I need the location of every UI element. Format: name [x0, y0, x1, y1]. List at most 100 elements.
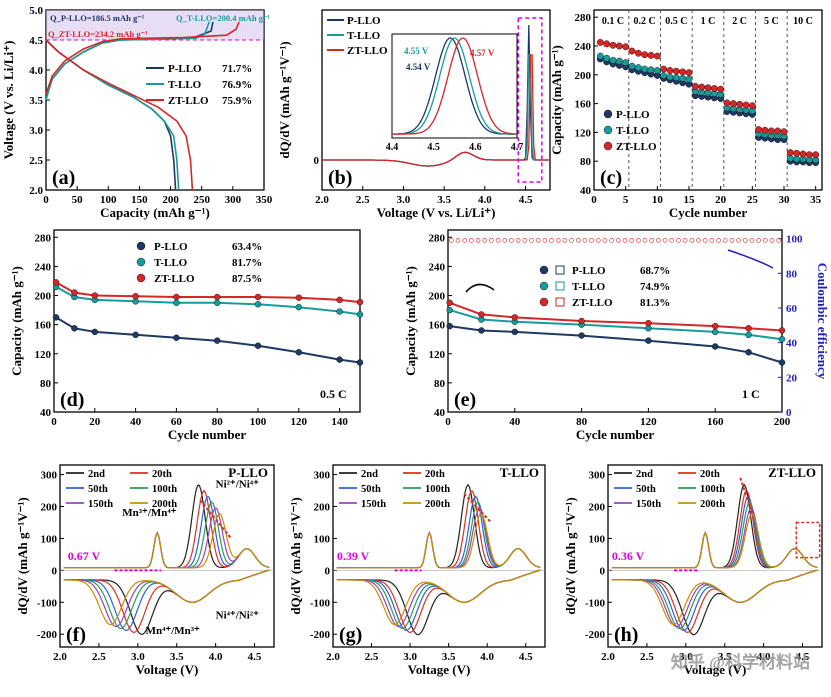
data-point — [609, 41, 617, 49]
data-point — [446, 299, 453, 306]
legend-marker — [539, 297, 549, 307]
ce-point — [616, 238, 621, 243]
chart-title: ZT-LLO — [768, 465, 816, 480]
data-point — [91, 292, 99, 299]
x-tick-label: 0 — [591, 194, 597, 206]
legend-label: 150th — [636, 499, 661, 510]
data-point — [628, 62, 636, 70]
data-point — [698, 83, 706, 91]
data-point — [622, 59, 630, 66]
y-tick-label: -100 — [585, 597, 606, 609]
y-tick-label: -200 — [37, 629, 58, 641]
data-point — [712, 322, 719, 330]
x-tick-label: 2.0 — [601, 651, 615, 663]
legend-label: 100th — [425, 484, 450, 495]
panel-label: (f) — [66, 624, 86, 646]
x-tick-label: 4.0 — [757, 651, 771, 663]
annotation: Q_ZT-LLO=234.2 mAh g⁻¹ — [48, 29, 148, 39]
peak-label: 4.54 V — [406, 62, 431, 72]
legend-label: T-LLO — [168, 79, 202, 91]
y-tick-label: 240 — [35, 261, 52, 273]
x-tick-label: 200 — [162, 194, 179, 206]
legend-label: T-LLO — [572, 281, 606, 293]
y-tick-label: -200 — [310, 629, 331, 641]
ce-point — [542, 238, 548, 243]
data-point — [596, 52, 604, 60]
trend-arrow — [463, 493, 492, 524]
y-tick-label: 200 — [429, 291, 446, 303]
discharge-curve — [611, 569, 818, 632]
data-point — [336, 356, 343, 363]
chart-d: 0 20 40 60 80 100 120 140 40 80 120 160 200 240 280 Cyc… — [9, 229, 364, 442]
y-tick-label: 3.5 — [29, 95, 43, 107]
x-tick-label: 140 — [331, 416, 348, 428]
data-point — [717, 85, 725, 93]
legend-value: 81.3% — [640, 297, 670, 309]
y-tick-label: 80 — [40, 378, 52, 390]
dqdv-curve-ZT-LLO — [322, 54, 550, 167]
y-tick-label: -100 — [310, 597, 331, 609]
ce-point — [702, 238, 708, 243]
x-tick-label: 0 — [445, 416, 451, 428]
ce-point — [629, 238, 635, 243]
annotation: 0.67 V — [68, 549, 101, 563]
ce-point — [656, 238, 661, 243]
legend-label: 2nd — [88, 469, 105, 480]
legend-value: 71.7% — [222, 63, 252, 75]
data-point — [679, 68, 687, 76]
data-point — [578, 317, 585, 325]
x-axis-label: Capacity (mAh g⁻¹) — [100, 205, 210, 220]
data-point — [812, 151, 820, 159]
data-point — [761, 126, 769, 134]
inset-tick-label: 4.4 — [386, 142, 399, 153]
y-tick-label: 100 — [314, 533, 331, 545]
x-tick-label: 3.5 — [170, 651, 184, 663]
y-tick-label: 300 — [314, 470, 331, 482]
panel-label: (a) — [52, 167, 75, 189]
chart-g: 2.0 2.5 3.0 3.5 4.0 4.5 -200 -100 0 100 200 300 Volt… — [288, 464, 546, 677]
data-point — [786, 154, 794, 162]
legend-marker — [539, 281, 549, 291]
y-tick-label: 280 — [429, 232, 446, 244]
ce-point — [509, 238, 514, 243]
y-axis-label: dQ/dV (mAh g⁻¹V⁻¹) — [277, 41, 292, 158]
data-point — [173, 299, 180, 306]
data-point — [653, 67, 661, 74]
y-tick-label: 200 — [314, 502, 331, 514]
x-tick-label: 5 — [623, 194, 629, 206]
x-tick-label: 25 — [747, 194, 759, 206]
data-point — [755, 126, 763, 133]
data-point — [745, 325, 752, 332]
data-point — [634, 49, 642, 57]
legend-marker-open — [555, 281, 565, 291]
peak-label: 4.55 V — [404, 46, 429, 56]
charge-curve — [63, 512, 270, 569]
data-point — [780, 128, 788, 136]
data-point — [254, 301, 262, 308]
data-point — [356, 359, 364, 366]
ce-point — [709, 238, 715, 243]
y-tick-label: -200 — [585, 629, 606, 641]
ce-point — [622, 238, 628, 243]
y-tick-label: 120 — [575, 127, 592, 139]
x-axis-label: Voltage (V) — [684, 662, 747, 677]
y-tick-label: 4.0 — [29, 65, 43, 77]
data-point — [132, 331, 139, 339]
ce-point — [582, 238, 588, 243]
x-tick-label: 30 — [779, 194, 791, 206]
data-point — [295, 303, 302, 311]
y-tick-label: 300 — [589, 470, 606, 482]
discharge-curve — [336, 569, 541, 632]
data-point — [71, 289, 78, 296]
ce-point — [529, 238, 534, 243]
y2-tick-label: 60 — [786, 303, 798, 315]
series-line-ZT-LLO — [449, 301, 783, 332]
data-point — [691, 82, 699, 90]
x-tick-label: 2.0 — [53, 651, 67, 663]
x-tick-label: 350 — [256, 194, 273, 206]
ce-point — [642, 238, 648, 243]
discharge-curve — [336, 569, 541, 628]
ce-point — [555, 238, 561, 243]
data-point — [712, 343, 719, 350]
